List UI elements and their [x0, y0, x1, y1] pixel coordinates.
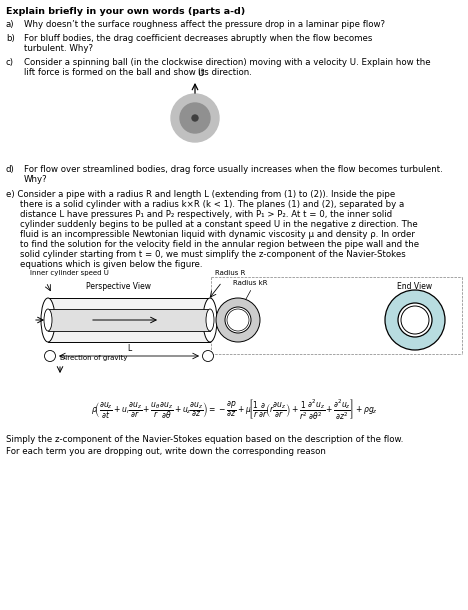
Text: lift force is formed on the ball and show its direction.: lift force is formed on the ball and sho…: [24, 68, 252, 77]
Text: For flow over streamlined bodies, drag force usually increases when the flow bec: For flow over streamlined bodies, drag f…: [24, 165, 443, 174]
Text: For bluff bodies, the drag coefficient decreases abruptly when the flow becomes: For bluff bodies, the drag coefficient d…: [24, 34, 373, 43]
Text: Why doesn’t the surface roughness affect the pressure drop in a laminar pipe flo: Why doesn’t the surface roughness affect…: [24, 20, 385, 29]
Text: Radius kR: Radius kR: [233, 280, 268, 286]
Text: equations which is given below the figure.: equations which is given below the figur…: [20, 260, 203, 269]
Text: Radius R: Radius R: [215, 270, 245, 276]
Text: L: L: [127, 344, 131, 353]
Text: to find the solution for the velocity field in the annular region between the pi: to find the solution for the velocity fi…: [20, 240, 419, 249]
Text: End View: End View: [397, 282, 432, 291]
Circle shape: [44, 351, 56, 362]
Circle shape: [401, 306, 429, 334]
Polygon shape: [48, 309, 210, 331]
Text: Explain briefly in your own words (parts a-d): Explain briefly in your own words (parts…: [6, 7, 245, 16]
Circle shape: [192, 115, 198, 121]
Text: 2: 2: [206, 354, 210, 359]
Text: turbulent. Why?: turbulent. Why?: [24, 44, 93, 53]
Text: fluid is an incompressible Newtonian liquid with dynamic viscosity μ and density: fluid is an incompressible Newtonian liq…: [20, 230, 415, 239]
Ellipse shape: [206, 309, 214, 331]
Text: 1: 1: [48, 354, 52, 359]
Ellipse shape: [44, 309, 52, 331]
Circle shape: [227, 309, 249, 331]
Ellipse shape: [203, 298, 217, 342]
Text: Consider a spinning ball (in the clockwise direction) moving with a velocity U. : Consider a spinning ball (in the clockwi…: [24, 58, 431, 67]
Text: Perspective View: Perspective View: [86, 282, 151, 291]
Circle shape: [398, 303, 432, 337]
Text: distance L have pressures P₁ and P₂ respectively, with P₁ > P₂. At t = 0, the in: distance L have pressures P₁ and P₂ resp…: [20, 210, 392, 219]
Circle shape: [225, 307, 251, 333]
Text: Why?: Why?: [24, 175, 48, 184]
Circle shape: [180, 103, 210, 133]
Text: a): a): [6, 20, 15, 29]
Text: For each term you are dropping out, write down the corresponding reason: For each term you are dropping out, writ…: [6, 447, 326, 456]
Text: Inner cylinder speed U: Inner cylinder speed U: [30, 270, 109, 276]
Text: cylinder suddenly begins to be pulled at a constant speed U in the negative z di: cylinder suddenly begins to be pulled at…: [20, 220, 418, 229]
Text: solid cylinder starting from t = 0, we must simplify the z-component of the Navi: solid cylinder starting from t = 0, we m…: [20, 250, 406, 259]
Circle shape: [216, 298, 260, 342]
Text: c): c): [6, 58, 14, 67]
Circle shape: [171, 94, 219, 142]
Ellipse shape: [41, 298, 55, 342]
Text: there is a solid cylinder with a radius k×R (k < 1). The planes (1) and (2), sep: there is a solid cylinder with a radius …: [20, 200, 404, 209]
Text: b): b): [6, 34, 15, 43]
Text: d): d): [6, 165, 15, 174]
Circle shape: [203, 351, 213, 362]
Text: Direction of gravity: Direction of gravity: [60, 355, 127, 361]
Text: U: U: [197, 69, 204, 78]
Text: e) Consider a pipe with a radius R and length L (extending from (1) to (2)). Ins: e) Consider a pipe with a radius R and l…: [6, 190, 395, 199]
Text: $\rho\!\left(\dfrac{\partial u_z}{\partial t}+u_r\dfrac{\partial u_z}{\partial r: $\rho\!\left(\dfrac{\partial u_z}{\parti…: [91, 398, 377, 422]
Polygon shape: [48, 298, 210, 342]
Circle shape: [385, 290, 445, 350]
Text: Simply the z-component of the Navier-Stokes equation based on the description of: Simply the z-component of the Navier-Sto…: [6, 435, 403, 444]
